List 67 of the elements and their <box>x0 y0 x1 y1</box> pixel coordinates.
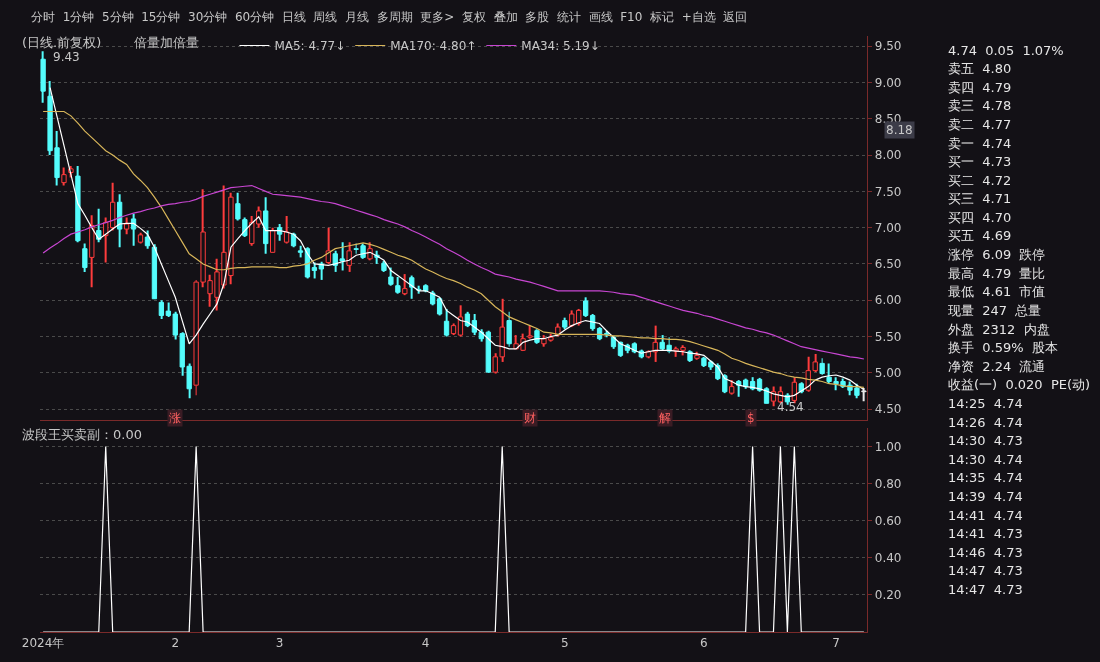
text: 最低 4.61 市值 <box>948 284 1046 299</box>
x-tick-label: 7 <box>832 636 840 651</box>
text: 外盘 2312 内盘 <box>948 322 1050 337</box>
text: 14:41 4.74 <box>948 508 1023 523</box>
x-tick-label: 2024年 <box>21 636 65 651</box>
text: 14:46 4.73 <box>948 545 1023 560</box>
y-tick-label: 0.20 <box>874 588 902 603</box>
text: 14:41 4.73 <box>948 526 1023 541</box>
legend-label: MA170: 4.80↑ <box>390 39 477 54</box>
y-tick-label: 0.80 <box>874 476 902 491</box>
chart-title: 波段王买卖副：0.00 <box>22 427 142 442</box>
text: 14:35 4.74 <box>948 470 1023 485</box>
text: 买一 4.73 <box>948 154 1012 169</box>
text: 卖三 4.78 <box>948 98 1012 113</box>
legend-label: MA5: 4.77↓ <box>274 39 346 54</box>
text: 卖五 4.80 <box>948 61 1012 76</box>
y-tick-label: 1.00 <box>874 439 902 454</box>
annotation: 涨 <box>169 411 181 425</box>
y-tick-label: 5.00 <box>874 366 902 381</box>
text: 现量 247 总量 <box>948 303 1042 318</box>
text: 买五 4.69 <box>948 228 1012 243</box>
annotation: 4.54 <box>777 400 804 414</box>
annotation: $ <box>747 411 755 425</box>
y-tick-label: 9.50 <box>874 39 902 54</box>
text: 卖二 4.77 <box>948 117 1012 132</box>
y-tick-label: 7.00 <box>874 220 902 235</box>
text: 分时 1分钟 5分钟 15分钟 30分钟 60分钟 日线 周线 月线 多周期 更多> 复权 叠加 多股 统计 画线 F10 标记 +自选 返回 <box>31 10 748 24</box>
x-tick-label: 6 <box>700 636 708 651</box>
y-tick-label: 0.60 <box>874 513 902 528</box>
y-tick-label: 5.50 <box>874 329 902 344</box>
text: 14:30 4.74 <box>948 452 1023 467</box>
y-tick-label: 6.50 <box>874 257 902 272</box>
legend-label: MA34: 5.19↓ <box>521 39 600 54</box>
x-tick-label: 2 <box>171 636 180 651</box>
text: 买三 4.71 <box>948 191 1012 206</box>
text: 最高 4.79 量比 <box>948 266 1046 281</box>
text: 14:47 4.73 <box>948 563 1023 578</box>
text: 8.18 <box>886 123 913 137</box>
text: 14:26 4.74 <box>948 415 1023 430</box>
chart-subtitle: 倍量加倍量 <box>134 35 199 50</box>
text: 14:47 4.73 <box>948 582 1023 597</box>
x-tick-label: 3 <box>275 636 284 651</box>
text: 净资 2.24 流通 <box>948 359 1046 374</box>
annotation: 解 <box>659 411 671 425</box>
annotation: 9.43 <box>53 50 80 64</box>
text: 14:30 4.73 <box>948 433 1023 448</box>
y-tick-label: 0.40 <box>874 551 902 566</box>
text: 换手 0.59% 股本 <box>948 340 1058 355</box>
text: 14:25 4.74 <box>948 396 1023 411</box>
y-tick-label: 6.00 <box>874 293 902 308</box>
annotation: 财 <box>524 411 536 425</box>
x-tick-label: 4 <box>421 636 430 651</box>
text: 4.74 0.05 1.07% <box>948 43 1064 58</box>
line-series <box>42 184 865 360</box>
y-tick-label: 7.50 <box>874 184 902 199</box>
text: 买四 4.70 <box>948 210 1012 225</box>
text: 卖四 4.79 <box>948 80 1012 95</box>
y-tick-label: 4.50 <box>874 402 902 417</box>
text: 买二 4.72 <box>948 173 1012 188</box>
chart-title: (日线.前复权) <box>22 35 102 50</box>
text: 卖一 4.74 <box>948 136 1012 151</box>
text: 涨停 6.09 跌停 <box>948 247 1046 262</box>
y-tick-label: 8.00 <box>874 148 902 163</box>
text: 收益(一) 0.020 PE(动) <box>948 377 1091 392</box>
text: 14:39 4.74 <box>948 489 1023 504</box>
x-tick-label: 5 <box>560 636 569 651</box>
y-tick-label: 9.00 <box>874 75 902 90</box>
